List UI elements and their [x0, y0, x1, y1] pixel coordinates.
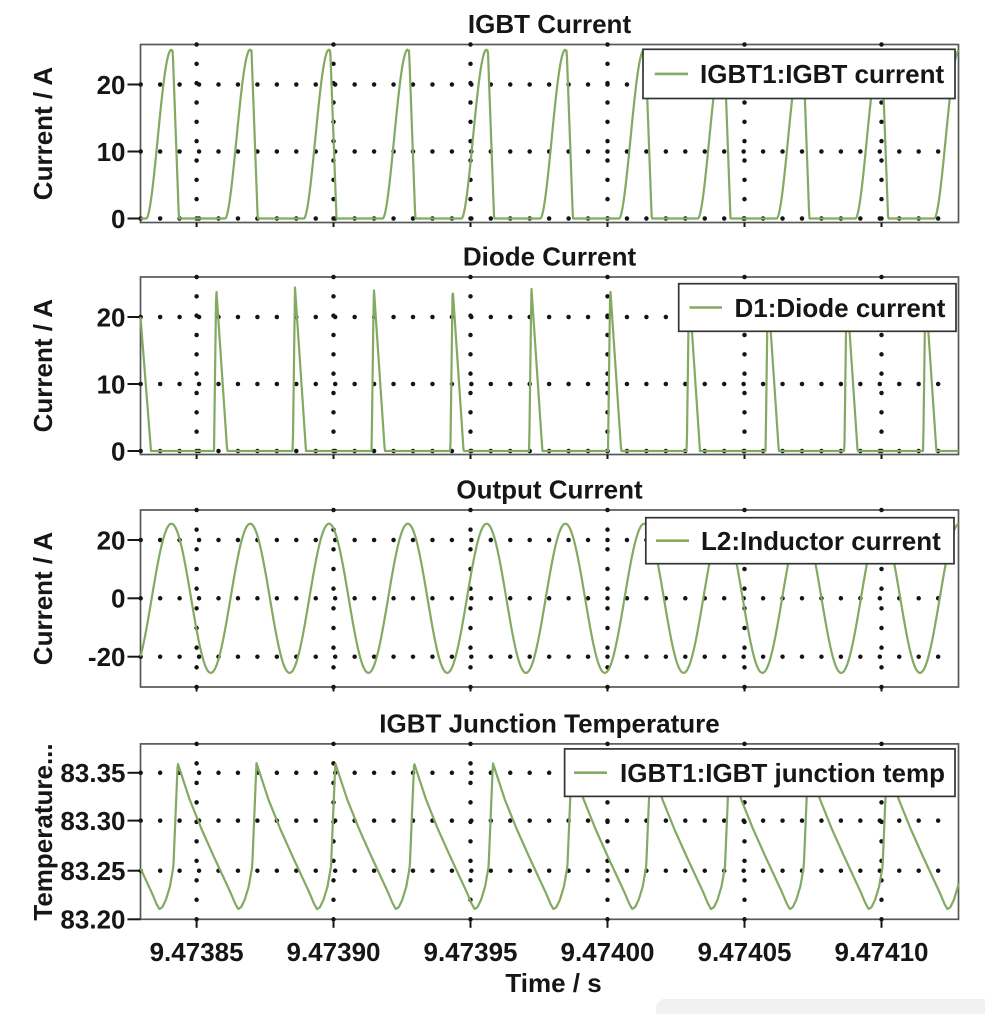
svg-text:IGBT1:IGBT junction temp: IGBT1:IGBT junction temp [620, 758, 945, 788]
svg-text:9.47395: 9.47395 [424, 937, 518, 967]
svg-text:83.20: 83.20 [60, 905, 125, 935]
svg-text:-20: -20 [88, 642, 126, 672]
svg-text:0: 0 [111, 204, 125, 234]
svg-text:D1:Diode current: D1:Diode current [735, 293, 946, 323]
svg-text:83.35: 83.35 [60, 758, 125, 788]
svg-text:9.47390: 9.47390 [287, 937, 381, 967]
svg-text:20: 20 [97, 302, 126, 332]
svg-text:0: 0 [111, 436, 125, 466]
svg-text:Diode Current: Diode Current [463, 242, 637, 272]
svg-text:83.30: 83.30 [60, 806, 125, 836]
svg-text:9.47410: 9.47410 [835, 937, 929, 967]
svg-text:9.47400: 9.47400 [561, 937, 655, 967]
svg-text:9.47405: 9.47405 [698, 937, 792, 967]
svg-text:20: 20 [97, 70, 126, 100]
svg-text:9.47385: 9.47385 [150, 937, 244, 967]
svg-text:IGBT Junction Temperature: IGBT Junction Temperature [379, 709, 719, 739]
svg-text:L2:Inductor current: L2:Inductor current [701, 526, 941, 556]
svg-text:Output Current: Output Current [456, 475, 643, 505]
svg-text:Temperature...: Temperature... [28, 743, 58, 920]
svg-text:IGBT1:IGBT current: IGBT1:IGBT current [700, 59, 944, 89]
svg-text:Current / A: Current / A [28, 67, 58, 201]
svg-text:10: 10 [97, 137, 126, 167]
svg-text:Time / s: Time / s [505, 968, 601, 998]
svg-text:Current / A: Current / A [28, 532, 58, 666]
svg-text:83.25: 83.25 [60, 856, 125, 886]
svg-text:20: 20 [97, 525, 126, 555]
svg-text:10: 10 [97, 369, 126, 399]
svg-text:0: 0 [111, 584, 125, 614]
svg-text:IGBT Current: IGBT Current [468, 9, 632, 39]
svg-text:Current / A: Current / A [28, 299, 58, 433]
